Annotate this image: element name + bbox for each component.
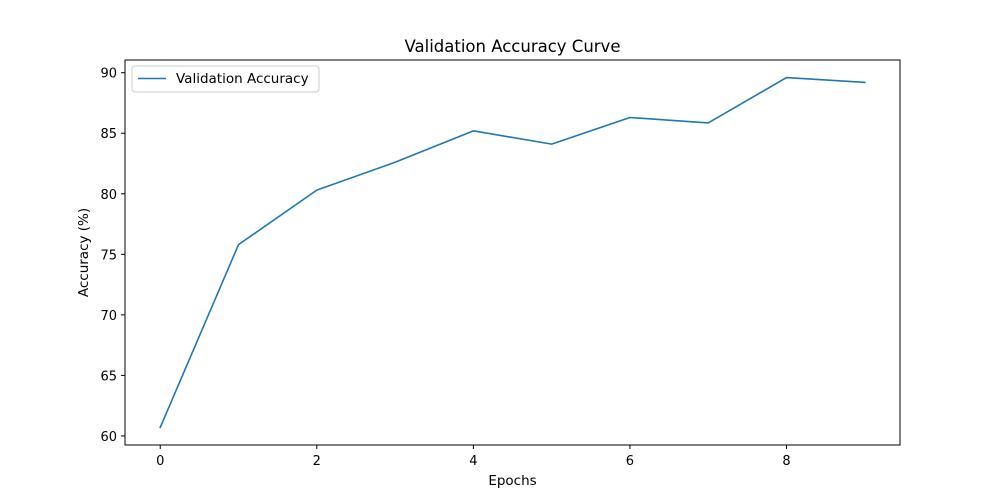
y-tick-label-90: 90 (100, 67, 117, 82)
plot-area-frame (124, 59, 901, 446)
x-tick-label-8: 8 (782, 454, 790, 469)
legend: Validation Accuracy (131, 65, 320, 93)
y-tick-label-75: 75 (100, 248, 117, 263)
chart-title: Validation Accuracy Curve (405, 37, 621, 56)
series-line-validation-accuracy (159, 76, 866, 429)
data-points (160, 77, 865, 428)
x-axis-ticks: 0 2 4 6 8 (156, 445, 791, 469)
y-tick-label-70: 70 (100, 309, 117, 324)
x-tick-label-2: 2 (313, 454, 321, 469)
x-tick-label-6: 6 (626, 454, 634, 469)
y-axis-title: Accuracy (%) (76, 208, 92, 297)
x-axis-title: Epochs (488, 473, 536, 489)
y-tick-label-65: 65 (100, 369, 117, 384)
legend-box (131, 65, 320, 93)
x-tick-label-0: 0 (156, 454, 164, 469)
y-axis-ticks: 60 65 70 75 80 85 90 (100, 67, 125, 445)
x-tick-label-4: 4 (469, 454, 477, 469)
legend-label-validation-accuracy: Validation Accuracy (176, 71, 309, 87)
y-tick-label-60: 60 (100, 430, 117, 445)
y-tick-label-80: 80 (100, 188, 117, 203)
y-tick-label-85: 85 (100, 127, 117, 142)
